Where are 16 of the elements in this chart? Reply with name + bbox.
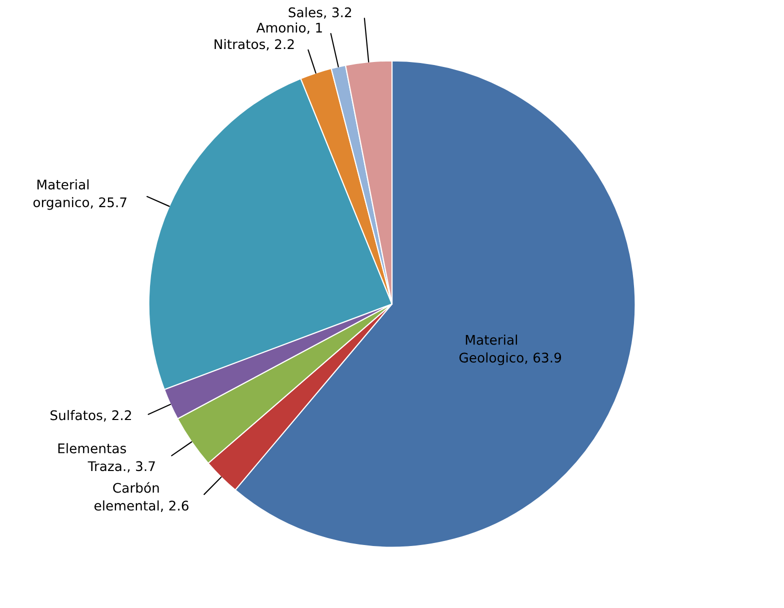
slice-label: Material organico: [33, 179, 90, 210]
slice-label: Amonio: [256, 22, 306, 33]
data-label: , 2.2: [266, 39, 294, 51]
data-label: , 2.6: [160, 500, 188, 512]
slice-label: Nitratos: [214, 38, 266, 50]
data-label: , 3.2: [324, 7, 352, 19]
slice-label: Material Geologico: [459, 334, 524, 366]
slice-label: Sulfatos: [50, 410, 102, 420]
slice-label: Elementas Traza.: [58, 443, 126, 472]
slice-label: Carbón elemental: [94, 482, 159, 511]
data-label: , 3.7: [128, 461, 155, 472]
data-label: , 2.2: [104, 410, 131, 422]
slice-label: Sales: [288, 7, 322, 18]
data-label: , 1: [307, 22, 322, 34]
data-label: , 63.9: [525, 352, 562, 364]
data-label: , 25.7: [90, 197, 126, 209]
